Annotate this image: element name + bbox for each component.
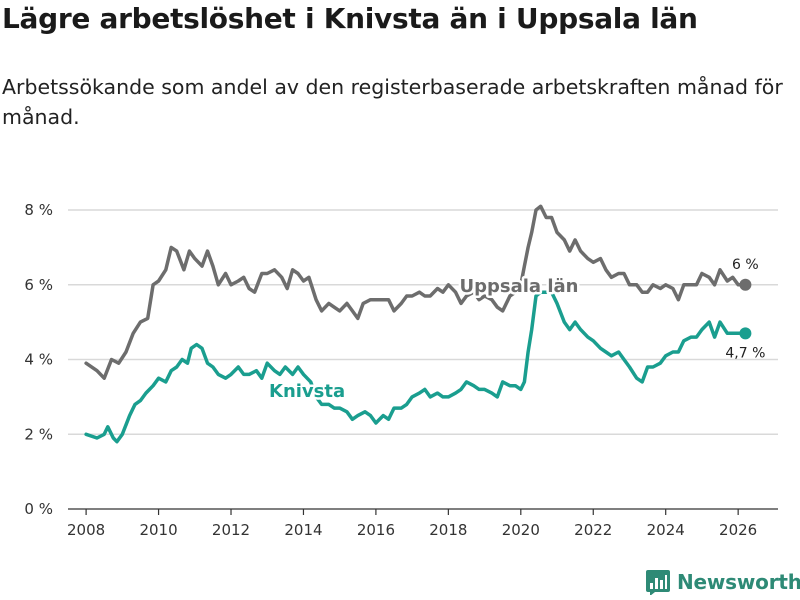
x-tick-label: 2016 [357,521,395,539]
end-marker-knivsta [739,327,752,340]
gridlines [68,209,778,435]
x-tick-label: 2008 [67,521,105,539]
y-tick-label: 6 % [24,276,53,294]
x-tick-label: 2024 [647,521,685,539]
x-tick-label: 2026 [719,521,757,539]
series-label-uppsala-halo: Uppsala län [460,276,579,297]
y-tick-label: 4 % [24,351,53,369]
y-tick-label: 8 % [24,201,53,219]
chart-subtitle: Arbetssökande som andel av den registerb… [2,75,783,129]
x-tick-label: 2014 [284,521,322,539]
axes: 0 % 2 % 4 % 6 % 8 % 2008 2010 2012 2014 2016 2018 2… [24,201,778,539]
x-tick-label: 2018 [429,521,467,539]
series-label-knivsta-halo: Knivsta [269,381,345,402]
series-line-knivsta [84,290,748,444]
y-tick-label: 0 % [24,500,53,518]
series-label-uppsala: Uppsala län [460,276,579,297]
chart-title: Lägre arbetslöshet i Knivsta än i Uppsal… [2,2,698,35]
brand-logo: Newsworthy [645,569,800,595]
x-tick-label: 2020 [502,521,540,539]
series-line-uppsala-l-n [84,204,748,380]
x-tick-label: 2010 [139,521,177,539]
end-marker-uppsala-l-n [739,278,752,291]
series-label-knivsta: Knivsta [269,381,345,402]
y-tick-label: 2 % [24,425,53,443]
series-lines [84,204,752,444]
x-tick-label: 2012 [212,521,250,539]
newsworthy-logo-icon [646,570,670,595]
x-tick-label: 2022 [574,521,612,539]
end-value-label-knivsta: 4,7 % [725,345,765,361]
end-value-label-uppsala: 6 % [732,257,759,273]
brand-name: Newsworthy [677,570,800,594]
